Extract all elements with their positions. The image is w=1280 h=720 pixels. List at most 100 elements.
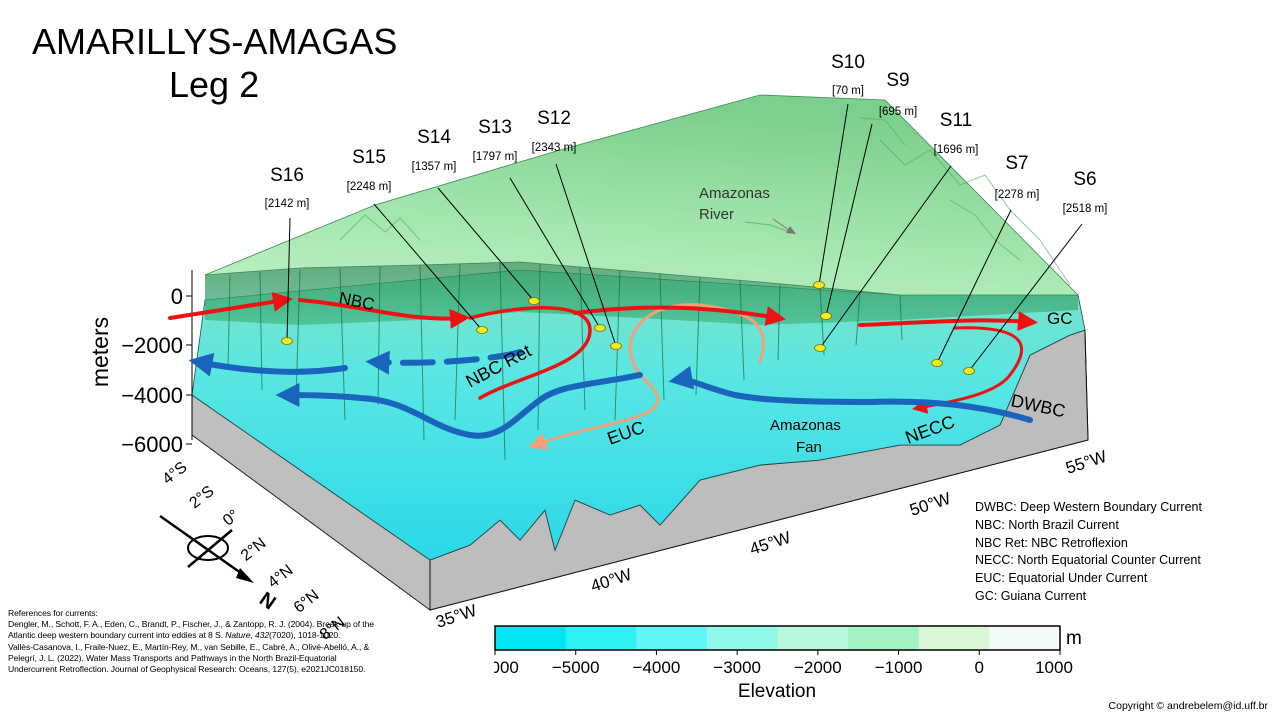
station-depth: [1357 m] — [412, 161, 457, 173]
colorbar-tick-label: −3000 — [713, 658, 761, 677]
elevation-colorbar: m −6000 −5000 −4000 −3000 −2000 −1000 0 1000 El… — [494, 625, 1082, 702]
legend-item: NECC: North Equatorial Counter Current — [975, 553, 1201, 568]
station-leader-line — [373, 203, 483, 331]
colorbar-segment — [495, 626, 567, 650]
depth-tick-label: −2000 — [121, 333, 183, 358]
station-s11: S11 [1696 m] — [814, 110, 978, 352]
station-depth: [70 m] — [832, 85, 864, 97]
colorbar-segment — [706, 626, 778, 650]
station-name: S10 — [831, 52, 865, 73]
station-depth: [695 m] — [879, 106, 917, 118]
station-marker — [281, 337, 293, 345]
land-surface — [204, 94, 1079, 296]
depth-tick-label: −4000 — [121, 383, 183, 408]
label-amazonas-river-1: Amazonas — [699, 185, 770, 202]
references-heading: References for currents: — [8, 608, 98, 618]
station-leader-line — [509, 177, 601, 329]
station-name: S9 — [886, 70, 909, 91]
depth-axis-label: meters — [87, 317, 113, 387]
current-deep-recirculation — [275, 372, 643, 439]
current-gc — [858, 311, 1038, 332]
reference-2: Vallès-Casanova, I., Fraile-Nuez, E., Ma… — [8, 641, 370, 675]
legend-item: GC: Guiana Current — [975, 588, 1087, 603]
current-euc — [528, 303, 765, 450]
station-marker — [820, 312, 832, 320]
station-depth: [2278 m] — [995, 189, 1040, 201]
land-terrain-texture — [339, 117, 1071, 286]
station-marker — [594, 324, 606, 332]
river-pointer-head — [786, 226, 796, 234]
station-leader-line — [968, 223, 1083, 372]
longitude-tick-label: 55°W — [1063, 447, 1109, 478]
legend-item: NBC Ret: NBC Retroflexion — [975, 535, 1128, 550]
station-marker — [813, 281, 825, 289]
latitude-tick-label: 2°N — [238, 535, 270, 565]
station-leader-line — [437, 187, 535, 302]
station-s16: S16 [2142 m] — [265, 165, 310, 345]
legend-item: DWBC: Deep Western Boundary Current — [975, 500, 1202, 514]
station-name: S7 — [1005, 153, 1028, 174]
legend-item: EUC: Equatorial Under Current — [975, 571, 1148, 586]
longitude-tick-label: 50°W — [907, 489, 953, 520]
station-s9: S9 [695 m] — [820, 70, 917, 320]
stations: S16 [2142 m] S15 [2248 m] S14 [1357 m] S13 [179… — [265, 52, 1108, 375]
colorbar-segment — [565, 626, 637, 650]
station-s14: S14 [1357 m] — [412, 127, 540, 305]
reference-1: Dengler, M., Schott, F. A., Eden, C., Br… — [8, 619, 374, 641]
current-nbc-ret-loop — [468, 306, 592, 400]
current-dwbc-upper — [188, 352, 348, 377]
current-legend: DWBC: Deep Western Boundary Current NBC:… — [975, 499, 1202, 606]
title-line2: Leg 2 — [169, 64, 260, 106]
colorbar-tick-label: 1000 — [1035, 658, 1073, 677]
north-arrow: N — [159, 514, 280, 614]
depth-tick-label: 0 — [171, 284, 183, 309]
colorbar-segment — [989, 626, 1061, 650]
depth-tick-label: −6000 — [121, 432, 183, 457]
copyright: Copyright © andrebelem@id.uff.br — [1108, 700, 1268, 712]
station-name: S14 — [417, 127, 451, 148]
colorbar-tick-label: −5000 — [552, 658, 600, 677]
station-name: S12 — [537, 108, 571, 129]
station-name: S15 — [352, 147, 386, 168]
station-s15: S15 [2248 m] — [347, 147, 488, 334]
station-s7: S7 [2278 m] — [931, 153, 1040, 367]
latitude-tick-label: 4°N — [265, 562, 297, 592]
station-marker — [963, 367, 975, 375]
colorbar-tick-label: −4000 — [633, 658, 681, 677]
station-marker — [814, 344, 826, 352]
station-name: S16 — [270, 165, 304, 186]
title-line1: AMARILLYS-AMAGAS — [32, 21, 398, 62]
latitude-tick-label: 2°S — [187, 483, 218, 512]
colorbar-segment — [918, 626, 990, 650]
colorbar-label: Elevation — [738, 681, 816, 702]
station-name: S6 — [1073, 169, 1096, 190]
current-nbc-continuation — [573, 305, 786, 326]
legend-item: NBC: North Brazil Current — [975, 517, 1119, 532]
station-marker — [931, 359, 943, 367]
station-leader-line — [819, 165, 952, 349]
latitude-tick-label: 0° — [220, 507, 243, 530]
label-amazonas-fan-1: Amazonas — [770, 417, 841, 434]
station-marker — [476, 326, 488, 334]
station-leader-line — [286, 217, 291, 342]
current-necc — [912, 326, 1024, 414]
current-nbc-main — [298, 298, 470, 329]
colorbar-segment — [636, 626, 708, 650]
amazon-river-channel — [744, 221, 791, 233]
colorbar-tick-label: −2000 — [794, 658, 842, 677]
station-leader-line — [825, 123, 873, 317]
continental-slope — [205, 262, 1078, 325]
station-depth: [2518 m] — [1063, 203, 1108, 215]
longitude-tick-label: 40°W — [588, 565, 634, 596]
figure-title: AMARILLYS-AMAGAS Leg 2 — [32, 20, 397, 106]
station-leader-line — [818, 103, 849, 286]
colorbar-tick-label: 0 — [975, 658, 984, 677]
station-leader-line — [936, 209, 1012, 364]
station-marker — [528, 297, 540, 305]
depth-axis: 0 −2000 −4000 −6000 meters — [87, 270, 193, 457]
colorbar-tick-label: −1000 — [875, 658, 923, 677]
station-depth: [2142 m] — [265, 198, 310, 210]
label-gc: GC — [1047, 309, 1073, 328]
station-s12: S12 [2343 m] — [532, 108, 622, 350]
ocean-currents — [168, 291, 1038, 450]
